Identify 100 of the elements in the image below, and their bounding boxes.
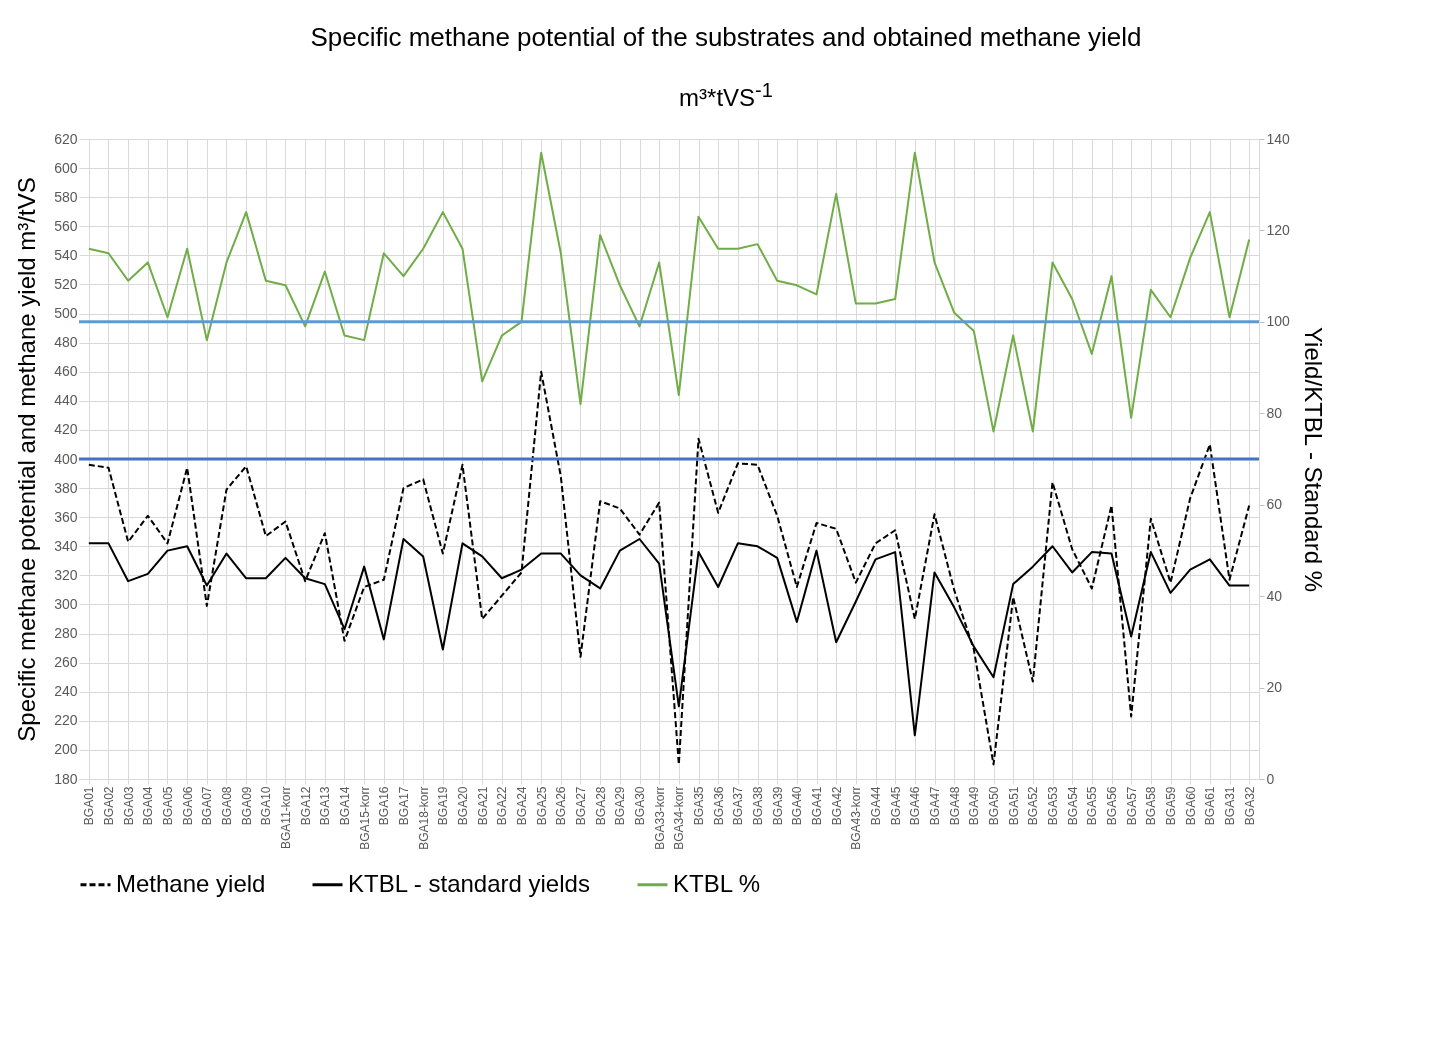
x-tick-label: BGA55 (1085, 786, 1100, 826)
x-tick-label: BGA40 (790, 786, 805, 826)
line-series (87, 151, 1251, 433)
x-tick-label: BGA32 (1242, 786, 1257, 826)
y-tick-label: 360 (54, 508, 78, 525)
x-tick-label: BGA06 (180, 786, 195, 826)
x-tick-label: BGA48 (947, 786, 962, 826)
y-tick-label: 420 (54, 421, 78, 438)
y-tick-label: 220 (54, 712, 78, 729)
x-tick-label: BGA43-korr (849, 786, 864, 850)
x-tick-label: BGA54 (1065, 786, 1080, 826)
line-series (87, 370, 1251, 766)
y-tick-label: 400 (54, 450, 78, 467)
y-tick-label: 340 (54, 537, 78, 554)
y-tick-label: 280 (54, 625, 78, 642)
y-tick-label: 560 (54, 217, 78, 234)
x-tick-label: BGA50 (987, 786, 1001, 826)
x-tick-label: BGA37 (731, 786, 746, 826)
y2-tick-label: 120 (1266, 221, 1291, 238)
x-tick-label: BGA33-korr (652, 786, 667, 850)
x-tick-label: BGA12 (298, 786, 313, 826)
x-tick-label: BGA35 (692, 786, 706, 826)
x-tick-label: BGA59 (1164, 786, 1178, 826)
x-tick-label: BGA52 (1026, 786, 1041, 826)
y-tick-label: 200 (54, 741, 78, 758)
x-tick-label: BGA29 (613, 786, 628, 826)
x-tick-label: BGA18-korr (416, 786, 431, 850)
x-tick-label: BGA14 (338, 786, 352, 826)
x-tick-label: BGA47 (928, 786, 942, 826)
x-tick-label: BGA04 (141, 786, 156, 826)
x-tick-label: BGA41 (810, 786, 824, 826)
x-tick-label: BGA01 (82, 786, 97, 826)
x-tick-label: BGA58 (1144, 786, 1159, 826)
y-tick-label: 500 (54, 305, 78, 322)
x-tick-label: BGA34-korr (672, 786, 687, 850)
y-tick-label: 240 (54, 683, 78, 700)
x-tick-label: BGA45 (888, 786, 903, 826)
x-tick-label: BGA24 (515, 786, 529, 826)
x-tick-label: BGA51 (1006, 786, 1021, 826)
x-tick-label: BGA46 (908, 786, 923, 826)
y-tick-label: 460 (54, 363, 78, 380)
x-tick-label: BGA39 (770, 786, 785, 826)
y-tick-label: 540 (54, 246, 78, 263)
y2-tick-label: 140 (1266, 130, 1291, 147)
x-tick-label: BGA30 (633, 786, 647, 826)
x-tick-label: BGA49 (967, 786, 982, 826)
y-tick-label: 380 (54, 479, 78, 496)
x-tick-label: BGA53 (1046, 786, 1060, 826)
x-tick-label: BGA11-korr (279, 786, 293, 849)
y2-tick-label: 60 (1266, 496, 1283, 513)
x-tick-label: BGA22 (495, 786, 510, 826)
y2-tick-label: 80 (1266, 404, 1283, 421)
y-tick-label: 520 (54, 275, 78, 292)
y2-tick-label: 100 (1266, 313, 1291, 330)
x-tick-label: BGA27 (574, 786, 588, 826)
y-tick-label: 260 (54, 654, 78, 671)
y2-tick-label: 0 (1266, 770, 1275, 787)
x-tick-label: BGA07 (200, 786, 215, 826)
x-tick-label: BGA08 (220, 786, 234, 826)
y2-tick-label: 40 (1266, 587, 1283, 604)
x-tick-label: BGA03 (121, 786, 136, 826)
x-tick-label: BGA28 (593, 786, 608, 826)
x-tick-label: BGA02 (102, 786, 116, 826)
x-tick-label: BGA19 (436, 786, 451, 826)
y-tick-label: 480 (54, 334, 78, 351)
x-tick-label: BGA20 (456, 786, 470, 826)
x-tick-label: BGA21 (475, 786, 490, 826)
x-tick-label: BGA05 (161, 786, 175, 826)
y-tick-label: 300 (54, 595, 78, 612)
y-tick-label: 320 (54, 566, 78, 583)
y2-axis-title: Yield/KTBL - Standard % (1299, 326, 1327, 593)
x-tick-label: BGA09 (239, 786, 254, 826)
x-tick-label: BGA15-korr (357, 786, 372, 850)
x-tick-label: BGA31 (1223, 786, 1237, 826)
y-tick-label: 180 (54, 770, 78, 787)
x-tick-label: BGA13 (318, 786, 333, 826)
chart-title: Specific methane potential of the substrates and obtained methane yield (309, 22, 1143, 53)
legend-label: Methane yield (116, 869, 266, 897)
x-tick-label: BGA61 (1203, 786, 1218, 826)
x-tick-label: BGA56 (1105, 786, 1119, 826)
chart-subtitle: m³*tVS$^{-1}$ (678, 79, 774, 112)
x-tick-label: BGA57 (1124, 786, 1139, 826)
y-axis-title: Specific methane potential and methane yield m³/tVS (13, 177, 41, 742)
x-tick-label: BGA42 (829, 786, 844, 826)
x-tick-label: BGA10 (259, 786, 274, 826)
y-tick-label: 620 (54, 130, 78, 147)
x-tick-label: BGA60 (1183, 786, 1198, 826)
x-tick-label: BGA36 (711, 786, 726, 826)
legend-label: KTBL % (673, 869, 761, 897)
legend-label: KTBL - standard yields (348, 869, 590, 897)
y-tick-label: 600 (54, 159, 78, 176)
x-tick-label: BGA44 (869, 786, 883, 826)
x-tick-label: BGA25 (534, 786, 549, 826)
x-tick-label: BGA26 (554, 786, 569, 826)
y-tick-label: 580 (54, 188, 78, 205)
x-tick-label: BGA38 (751, 786, 765, 826)
y2-tick-label: 20 (1266, 679, 1283, 696)
y-tick-label: 440 (54, 392, 78, 409)
x-tick-label: BGA17 (397, 786, 411, 826)
x-tick-label: BGA16 (377, 786, 392, 826)
